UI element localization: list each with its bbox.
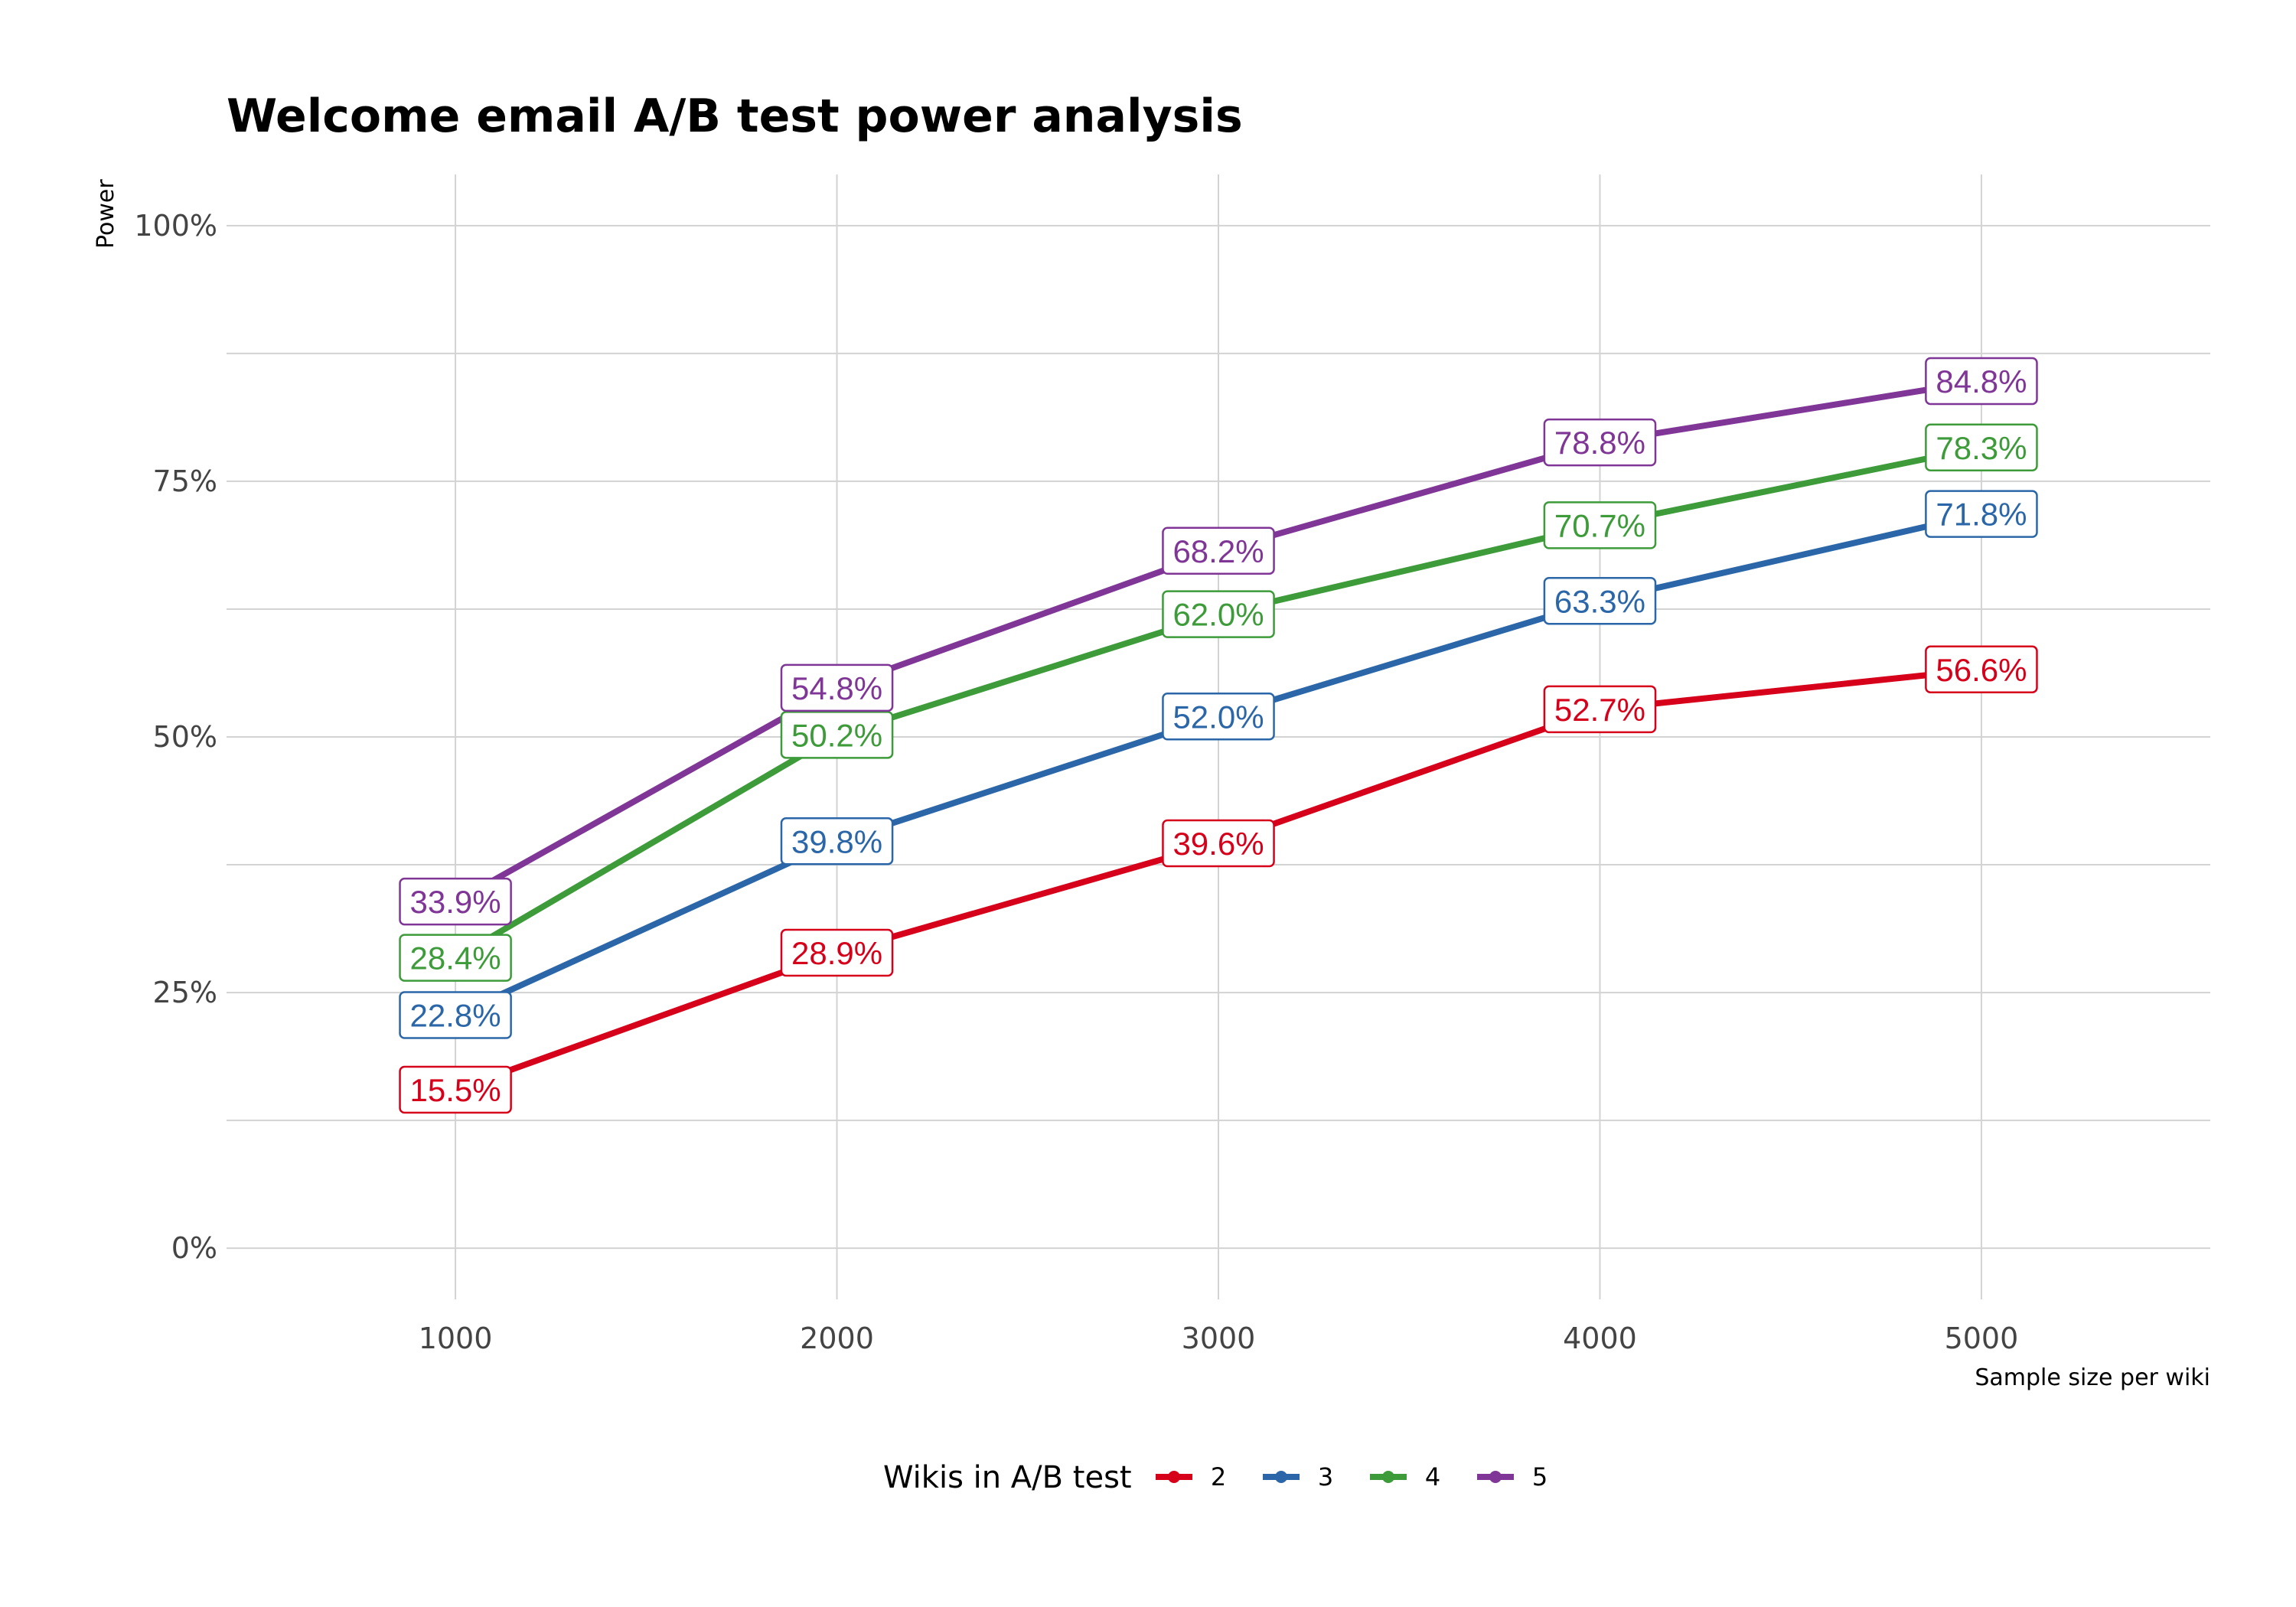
- data-label-box: [1925, 357, 2038, 406]
- data-label: 52.7%: [1554, 692, 1645, 728]
- legend-label: 5: [1532, 1462, 1548, 1491]
- x-tick-label: 3000: [1182, 1322, 1256, 1355]
- data-label-box: [1543, 501, 1657, 549]
- data-label: 70.7%: [1554, 507, 1645, 543]
- data-label: 56.6%: [1936, 652, 2027, 688]
- data-label: 39.8%: [791, 823, 882, 859]
- data-label-box: [1162, 526, 1275, 575]
- y-tick-label: 50%: [153, 720, 217, 754]
- data-label: 68.2%: [1172, 533, 1264, 569]
- axis-ticks: 0% 25% 50% 75% 100% 1000 2000 3000 4000 5000: [134, 209, 2018, 1355]
- data-label-box: [1925, 490, 2038, 538]
- data-label-series-2: 52.7%: [1543, 685, 1657, 734]
- legend-label: 4: [1425, 1462, 1440, 1491]
- data-label: 78.8%: [1554, 425, 1645, 461]
- data-label-series-4: 62.0%: [1162, 590, 1275, 638]
- legend-key-point: [1489, 1471, 1502, 1483]
- legend-item-5: 5: [1477, 1462, 1548, 1491]
- data-label-series-4: 70.7%: [1543, 501, 1657, 549]
- data-label-series-2: 39.6%: [1162, 819, 1275, 868]
- data-label: 28.4%: [410, 940, 501, 976]
- data-label-box: [780, 817, 894, 865]
- data-label-series-3: 39.8%: [780, 817, 894, 865]
- data-label-series-4: 50.2%: [780, 711, 894, 759]
- data-label-series-3: 52.0%: [1162, 693, 1275, 741]
- x-axis-title: Sample size per wiki: [1975, 1364, 2210, 1391]
- data-label: 33.9%: [410, 884, 501, 920]
- legend-item-2: 2: [1156, 1462, 1226, 1491]
- data-label-series-5: 54.8%: [780, 663, 894, 712]
- y-tick-label: 25%: [153, 976, 217, 1009]
- x-tick-label: 4000: [1563, 1322, 1637, 1355]
- data-label-box: [1162, 590, 1275, 638]
- data-label: 22.8%: [410, 997, 501, 1033]
- x-tick-label: 2000: [800, 1322, 874, 1355]
- data-label-box: [399, 877, 512, 926]
- data-label-series-5: 68.2%: [1162, 526, 1275, 575]
- data-label-box: [1543, 418, 1657, 467]
- data-label-box: [780, 928, 894, 977]
- data-label-box: [1925, 645, 2038, 694]
- legend-label: 2: [1211, 1462, 1226, 1491]
- data-label: 15.5%: [410, 1072, 501, 1108]
- legend: Wikis in A/B test 2 3 4 5: [883, 1460, 1548, 1495]
- data-label-box: [399, 1065, 512, 1114]
- legend-title: Wikis in A/B test: [883, 1460, 1132, 1495]
- data-label-series-5: 33.9%: [399, 877, 512, 926]
- data-labels: 15.5% 28.9% 39.6% 52.7% 56.6% 22.8% 39.8% 52.0%…: [399, 357, 2038, 1114]
- legend-item-3: 3: [1263, 1462, 1333, 1491]
- data-label: 50.2%: [791, 717, 882, 753]
- data-label-series-2: 56.6%: [1925, 645, 2038, 694]
- data-label-box: [1543, 685, 1657, 734]
- data-label: 62.0%: [1172, 597, 1264, 633]
- data-label-series-2: 28.9%: [780, 928, 894, 977]
- data-label-box: [399, 934, 512, 982]
- data-label-box: [1162, 819, 1275, 868]
- legend-key-point: [1168, 1471, 1180, 1483]
- legend-item-4: 4: [1370, 1462, 1440, 1491]
- data-label-box: [780, 711, 894, 759]
- data-label-series-2: 15.5%: [399, 1065, 512, 1114]
- data-label: 52.0%: [1172, 699, 1264, 735]
- y-tick-label: 0%: [171, 1231, 217, 1265]
- legend-key-point: [1275, 1471, 1287, 1483]
- legend-label: 3: [1318, 1462, 1333, 1491]
- x-tick-label: 5000: [1945, 1322, 2019, 1355]
- data-label-box: [1543, 577, 1657, 625]
- data-label: 63.3%: [1554, 583, 1645, 619]
- y-tick-label: 75%: [153, 464, 217, 498]
- data-label-series-5: 78.8%: [1543, 418, 1657, 467]
- data-label: 78.3%: [1936, 430, 2027, 466]
- data-label-series-3: 22.8%: [399, 991, 512, 1039]
- data-label-box: [1162, 693, 1275, 741]
- data-label: 54.8%: [791, 670, 882, 706]
- data-label: 71.8%: [1936, 497, 2027, 533]
- data-label: 39.6%: [1172, 826, 1264, 862]
- chart-title: Welcome email A/B test power analysis: [227, 90, 1243, 143]
- data-label-series-4: 78.3%: [1925, 423, 2038, 472]
- data-label: 28.9%: [791, 935, 882, 971]
- x-tick-label: 1000: [419, 1322, 493, 1355]
- data-label-series-5: 84.8%: [1925, 357, 2038, 406]
- y-tick-label: 100%: [134, 209, 217, 243]
- data-label-box: [780, 663, 894, 712]
- data-label-series-3: 63.3%: [1543, 577, 1657, 625]
- data-label-box: [399, 991, 512, 1039]
- data-label-series-4: 28.4%: [399, 934, 512, 982]
- data-label: 84.8%: [1936, 363, 2027, 399]
- data-label-box: [1925, 423, 2038, 472]
- y-axis-title: Power: [93, 179, 119, 249]
- legend-key-point: [1382, 1471, 1394, 1483]
- data-label-series-3: 71.8%: [1925, 490, 2038, 538]
